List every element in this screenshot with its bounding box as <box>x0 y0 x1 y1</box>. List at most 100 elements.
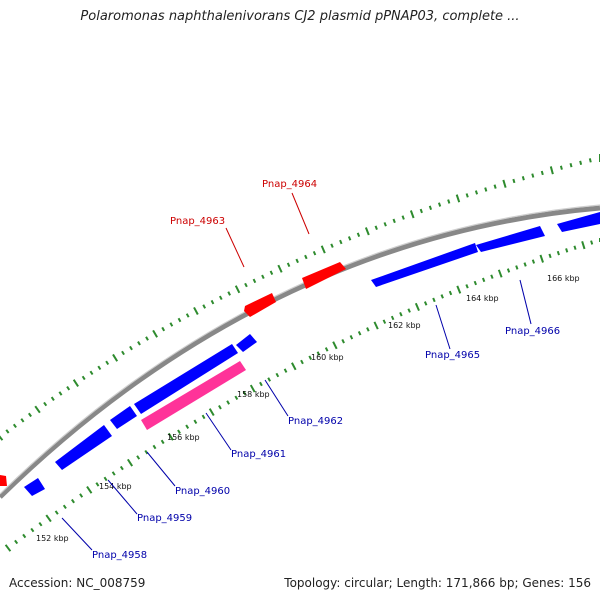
inner-ring-tick <box>95 482 100 487</box>
outer-ring-tick <box>447 199 451 204</box>
gene-arrow-pnap-4963[interactable] <box>244 293 276 317</box>
inner-ring-tick <box>144 449 149 455</box>
inner-ring-tick <box>177 429 181 434</box>
tick-label: 154 kbp <box>99 482 132 491</box>
gene-label[interactable]: Pnap_4960 <box>175 486 230 497</box>
gene-label[interactable]: Pnap_4965 <box>425 350 480 361</box>
inner-ring-tick <box>382 319 387 324</box>
inner-ring-tick <box>267 377 271 382</box>
gene-label[interactable]: Pnap_4961 <box>231 449 286 460</box>
outer-ring-tick <box>261 274 265 280</box>
inner-ring-tick <box>399 311 403 317</box>
inner-ring-tick <box>62 504 67 510</box>
outer-ring-tick <box>72 379 79 387</box>
gene-leader-line <box>61 517 93 551</box>
gene-label[interactable]: Pnap_4966 <box>505 326 560 337</box>
outer-ring-tick <box>330 243 334 248</box>
inner-ring-tick <box>30 527 35 533</box>
outer-ring-tick <box>484 187 488 192</box>
inner-ring-tick <box>111 471 116 476</box>
inner-ring-tick <box>366 327 370 332</box>
inner-ring-tick <box>349 334 354 340</box>
inner-ring-tick <box>432 297 436 303</box>
inner-ring-tick <box>448 290 453 296</box>
outer-ring-tick <box>455 194 461 203</box>
gene-arrow-pnap-4960[interactable] <box>110 406 137 429</box>
outer-ring-tick <box>383 222 387 227</box>
inner-ring-tick <box>226 400 230 405</box>
outer-ring-tick <box>465 193 469 198</box>
gene-arrow-pnap-4964[interactable] <box>302 262 346 289</box>
gene-leader-line <box>264 379 289 417</box>
inner-ring-tick <box>38 521 43 527</box>
inner-ring-tick <box>185 424 190 429</box>
inner-ring-tick <box>54 510 59 515</box>
gene-leader-line <box>291 192 310 235</box>
outer-ring-tick <box>137 341 141 346</box>
tick-label: 162 kbp <box>388 321 421 330</box>
outer-ring-tick <box>409 210 415 219</box>
inner-ring-tick <box>473 280 478 286</box>
inner-ring-tick <box>291 362 297 371</box>
outer-ring-tick <box>304 254 308 260</box>
gene-arrow-pnap-4967[interactable] <box>557 212 600 232</box>
tick-label: 158 kbp <box>237 390 270 399</box>
outer-ring-tick <box>531 173 535 178</box>
inner-ring-tick <box>497 269 503 278</box>
inner-ring-tick <box>414 302 420 312</box>
inner-ring-tick <box>167 432 174 441</box>
tick-label: 152 kbp <box>36 534 69 543</box>
inner-ring-tick <box>259 381 263 387</box>
outer-ring-tick <box>121 350 125 356</box>
outer-ring-tick <box>356 232 361 238</box>
inner-ring-tick <box>71 498 75 504</box>
inner-ring-tick <box>556 250 560 256</box>
outer-ring-tick <box>437 202 442 207</box>
inner-ring-tick <box>119 465 124 471</box>
outer-ring-tick <box>105 360 110 366</box>
gene-label[interactable]: Pnap_4962 <box>288 416 343 427</box>
outer-ring-tick <box>218 295 223 301</box>
inner-ring-tick <box>208 408 215 416</box>
outer-ring-tick <box>419 208 423 214</box>
outer-ring-tick <box>169 322 174 327</box>
outer-ring-tick <box>210 299 215 305</box>
gene-label[interactable]: Pnap_4963 <box>170 216 225 227</box>
tick-label: 160 kbp <box>311 353 344 362</box>
inner-ring-tick <box>22 533 27 539</box>
gene-arrow-pnap-4961a[interactable] <box>134 344 238 414</box>
outer-ring-tick <box>286 262 291 268</box>
outer-ring-tick <box>244 282 248 288</box>
gene-label[interactable]: Pnap_4959 <box>137 513 192 524</box>
gene-arrow-pnap-4962[interactable] <box>236 334 257 352</box>
inner-ring-tick <box>581 240 586 250</box>
outer-ring-tick <box>185 313 190 318</box>
gene-arrow-pnap-4966[interactable] <box>476 226 545 252</box>
gene-label[interactable]: Pnap_4958 <box>92 550 147 561</box>
gene-arrow-pnap-4961[interactable] <box>141 361 246 430</box>
gene-leader-line <box>519 279 532 325</box>
gene-label[interactable]: Pnap_4964 <box>262 179 317 190</box>
outer-ring-tick <box>295 258 299 264</box>
outer-ring-tick <box>20 418 25 423</box>
inner-ring-tick <box>332 341 338 350</box>
inner-ring-tick <box>249 384 256 393</box>
inner-ring-tick <box>242 390 247 396</box>
gene-leader-line <box>107 479 138 515</box>
gene-arrow-pnap-edge[interactable] <box>0 475 7 486</box>
outer-ring-tick <box>474 190 479 195</box>
outer-ring-tick <box>401 215 405 220</box>
inner-ring-tick <box>407 308 411 313</box>
gene-labels: Pnap_4958 Pnap_4959 Pnap_4960 Pnap_4961 Pnap… <box>61 179 560 561</box>
inner-ring-tick <box>390 315 395 321</box>
tick-labels: 152 kbp 154 kbp 156 kbp 158 kbp 160 kbp 162 k… <box>36 274 580 543</box>
outer-ring-tick <box>145 336 149 341</box>
inner-ring-tick <box>152 444 157 450</box>
outer-ring-tick <box>320 245 326 254</box>
gene-arrow-pnap-4959[interactable] <box>55 425 112 470</box>
summary-text: Topology: circular; Length: 171,866 bp; … <box>284 576 591 590</box>
inner-ring-tick <box>565 248 569 253</box>
outer-ring-tick <box>161 326 166 332</box>
gene-arrow-pnap-4958[interactable] <box>24 478 45 496</box>
gene-arrow-pnap-4965[interactable] <box>371 243 478 287</box>
